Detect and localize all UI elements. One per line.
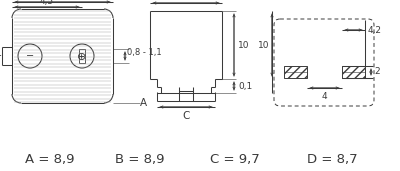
Text: 0,1: 0,1 (238, 82, 252, 90)
Text: 0,8 - 1,1: 0,8 - 1,1 (127, 49, 162, 57)
Text: 4,5: 4,5 (40, 0, 54, 6)
Text: C = 9,7: C = 9,7 (210, 154, 260, 167)
Text: B = 8,9: B = 8,9 (115, 154, 165, 167)
Bar (284, 66, 307, 78)
Text: 2: 2 (374, 68, 380, 76)
Bar (342, 66, 365, 78)
Text: ⊕: ⊕ (77, 52, 87, 62)
Text: −: − (0, 51, 2, 61)
Bar (79, 49, 85, 63)
Text: C: C (182, 111, 190, 121)
Text: D = 8,7: D = 8,7 (307, 154, 357, 167)
Text: 4: 4 (322, 92, 327, 101)
Text: 10: 10 (238, 41, 250, 49)
Text: 10: 10 (258, 41, 269, 49)
Text: 4,2: 4,2 (368, 25, 382, 35)
Text: A = 8,9: A = 8,9 (25, 154, 75, 167)
Text: A: A (140, 98, 147, 108)
Text: −: − (26, 51, 34, 61)
